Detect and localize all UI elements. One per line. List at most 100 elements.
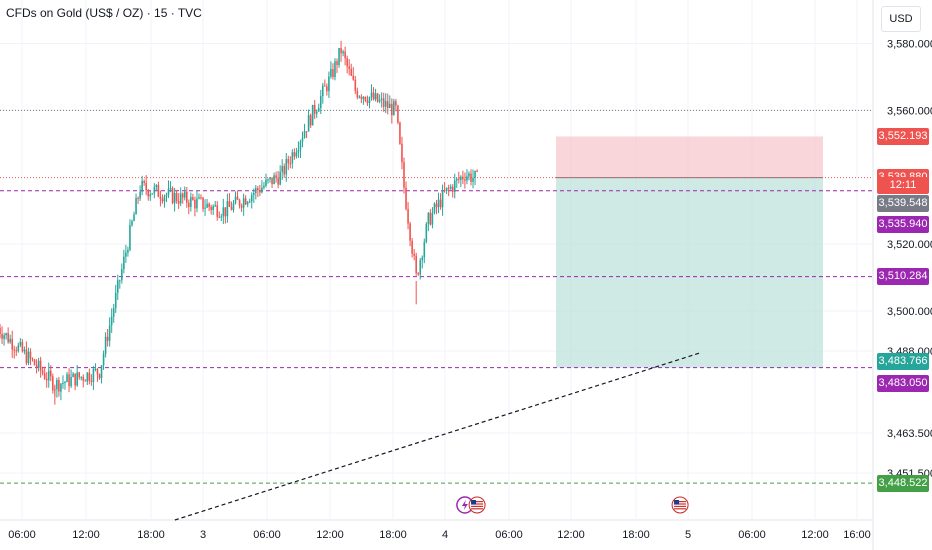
candle [445, 187, 448, 191]
candle [382, 98, 385, 107]
x-tick-label: 12:00 [72, 529, 100, 541]
candle [474, 170, 476, 178]
candle [453, 180, 456, 192]
candle [419, 260, 422, 275]
trendline[interactable] [174, 352, 701, 521]
candle [177, 201, 180, 204]
candle [151, 193, 154, 195]
candle [271, 177, 273, 185]
candle [315, 111, 318, 114]
candle [31, 358, 34, 360]
x-tick-label: 16:00 [843, 529, 871, 541]
candle [236, 196, 239, 200]
candle [407, 209, 409, 224]
candle [472, 177, 474, 182]
price-tag[interactable]: 3,483.050 [877, 375, 929, 393]
candle [210, 206, 212, 210]
candle [141, 181, 143, 192]
candle [285, 159, 288, 175]
candle [303, 131, 306, 138]
price-tag[interactable]: 3,539.548 [877, 194, 929, 212]
candle [232, 203, 235, 210]
candle [27, 351, 30, 364]
candle [167, 188, 170, 195]
candle [15, 350, 18, 352]
candle [366, 100, 369, 104]
candle [183, 191, 186, 198]
candle [360, 96, 363, 99]
candle [269, 177, 271, 180]
symbol-title[interactable]: CFDs on Gold (US$ / OZ) · 15 · TVC [6, 6, 202, 20]
candle [354, 79, 357, 91]
candle [281, 166, 283, 172]
x-tick-label: 12:00 [316, 529, 344, 541]
price-tag[interactable]: 12:11 [877, 177, 929, 195]
price-tag[interactable]: 3,483.766 [877, 352, 929, 370]
price-tag[interactable]: 3,552.193 [877, 127, 929, 145]
candle [470, 173, 472, 182]
candle [291, 152, 294, 164]
candle [417, 273, 420, 275]
candle [411, 240, 413, 254]
candle [86, 372, 89, 382]
price-tag[interactable]: 3,510.284 [877, 268, 929, 286]
candle [324, 85, 326, 87]
candle [17, 345, 20, 352]
us-flag-icon[interactable] [468, 496, 486, 514]
candle [192, 197, 194, 200]
candle [196, 198, 198, 209]
candle [92, 369, 95, 382]
stop-loss-zone[interactable] [556, 136, 823, 178]
x-tick-label: 06:00 [495, 529, 523, 541]
candle [149, 194, 152, 197]
candle [265, 179, 267, 186]
x-tick-label: 12:00 [557, 529, 585, 541]
candle [23, 349, 26, 352]
candle [200, 197, 202, 199]
candle [112, 308, 115, 317]
candle [153, 187, 156, 194]
flag-stripe [471, 505, 484, 507]
x-tick-label: 4 [442, 529, 448, 541]
candle [60, 383, 62, 392]
candle [127, 249, 129, 253]
candle [19, 341, 22, 346]
candle [261, 187, 263, 193]
candle [293, 152, 296, 157]
candle [72, 373, 74, 378]
candle [64, 382, 66, 384]
candle [275, 175, 277, 178]
candle [3, 335, 5, 339]
candle [248, 201, 251, 203]
candle [35, 365, 38, 368]
candle [82, 376, 85, 381]
x-tick-label: 18:00 [379, 529, 407, 541]
take-profit-zone[interactable] [556, 177, 823, 368]
candle [9, 338, 11, 343]
candle [370, 92, 373, 98]
candle [212, 206, 214, 210]
us-flag-icon[interactable] [671, 496, 689, 514]
candle [5, 333, 7, 336]
candle [403, 162, 405, 188]
currency-button[interactable]: USD [881, 6, 921, 32]
candle [405, 187, 407, 210]
candle [246, 202, 249, 205]
price-tag[interactable]: 3,448.522 [877, 474, 929, 492]
candle [0, 327, 1, 335]
candle [391, 103, 393, 116]
candle [319, 96, 322, 108]
candle [181, 193, 184, 198]
price-tag[interactable]: 3,535.940 [877, 215, 929, 233]
candle [163, 196, 166, 202]
candle [421, 257, 424, 261]
flag-stripe [471, 503, 484, 505]
candle [342, 51, 344, 54]
candle [110, 316, 113, 326]
candle [11, 338, 14, 350]
candle [41, 370, 44, 374]
candle [447, 187, 450, 189]
candle [220, 216, 223, 218]
candle [429, 212, 432, 225]
